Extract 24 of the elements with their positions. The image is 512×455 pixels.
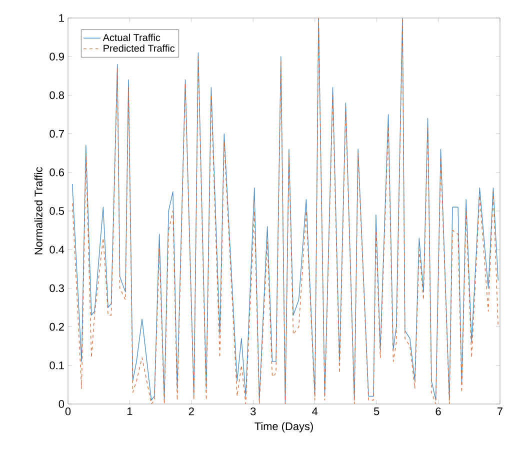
legend-label: Predicted Traffic — [104, 44, 175, 52]
y-tick-label: 1 — [59, 14, 64, 22]
y-tick-label: 0 — [58, 400, 64, 408]
y-tick-label: 0.3 — [50, 284, 64, 292]
y-tick-label: 0.7 — [50, 130, 64, 138]
y-tick-label: 0.8 — [50, 91, 64, 100]
y-tick-label: 0.5 — [50, 207, 64, 215]
x-tick-label: 3 — [250, 408, 256, 416]
y-tick-label: 0.2 — [50, 322, 64, 331]
y-tick-label: 0.4 — [50, 246, 64, 254]
x-tick-label: 4 — [312, 408, 318, 416]
x-tick-label: 5 — [374, 408, 380, 416]
line-series — [72, 18, 498, 404]
x-tick-label: 6 — [436, 408, 441, 416]
x-tick-label: 7 — [498, 408, 502, 416]
y-tick-label: 0.6 — [50, 168, 64, 176]
x-tick-label: 0 — [65, 408, 71, 416]
x-tick-label: 1 — [127, 408, 132, 416]
x-tick-label: 2 — [188, 408, 194, 416]
y-tick-label: 0.1 — [50, 362, 64, 370]
x-axis-title: Time (Days) — [254, 422, 313, 432]
legend-label: Actual Traffic — [102, 34, 160, 42]
y-tick-label: 0.9 — [50, 52, 64, 60]
y-axis-title: Normalized Traffic — [34, 167, 42, 254]
